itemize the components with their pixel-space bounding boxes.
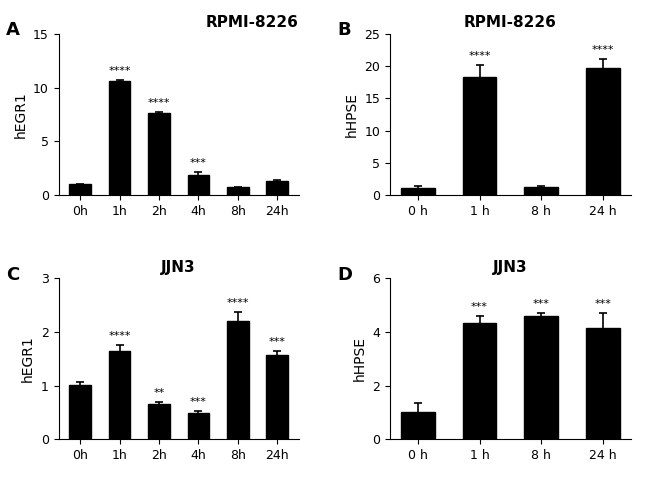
Y-axis label: hHPSE: hHPSE [353,336,367,381]
Title: RPMI-8226: RPMI-8226 [464,15,557,30]
Text: ****: **** [468,51,491,61]
Text: D: D [337,265,352,284]
Text: ****: **** [109,331,131,342]
Bar [266,355,288,439]
Bar [70,184,91,195]
Bar [401,188,435,195]
Bar [188,413,209,439]
Bar [148,405,170,439]
Bar [463,323,497,439]
Text: ***: *** [471,302,488,312]
Bar [70,385,91,439]
Text: RPMI-8226: RPMI-8226 [206,15,299,30]
Bar [463,77,497,195]
Text: C: C [6,265,19,284]
Y-axis label: hHPSE: hHPSE [345,92,359,137]
Text: ***: *** [532,299,549,309]
Bar [227,187,248,195]
Bar [524,187,558,195]
Bar [188,175,209,195]
Title: JJN3: JJN3 [493,260,528,275]
Bar [266,181,288,195]
Text: B: B [337,21,351,40]
Title: JJN3: JJN3 [161,260,196,275]
Bar [586,328,619,439]
Text: ****: **** [226,298,249,307]
Y-axis label: hEGR1: hEGR1 [14,91,27,138]
Bar [109,351,131,439]
Y-axis label: hEGR1: hEGR1 [21,335,35,382]
Text: **: ** [153,387,164,398]
Text: ***: *** [594,299,611,309]
Bar [524,316,558,439]
Text: A: A [6,21,20,40]
Text: ***: *** [190,159,207,168]
Bar [227,321,248,439]
Bar [148,113,170,195]
Text: ***: *** [190,397,207,407]
Text: ****: **** [109,66,131,76]
Bar [586,68,619,195]
Text: ****: **** [592,44,614,55]
Bar [401,412,435,439]
Bar [109,81,131,195]
Text: ****: **** [148,99,170,108]
Text: ***: *** [268,337,285,347]
